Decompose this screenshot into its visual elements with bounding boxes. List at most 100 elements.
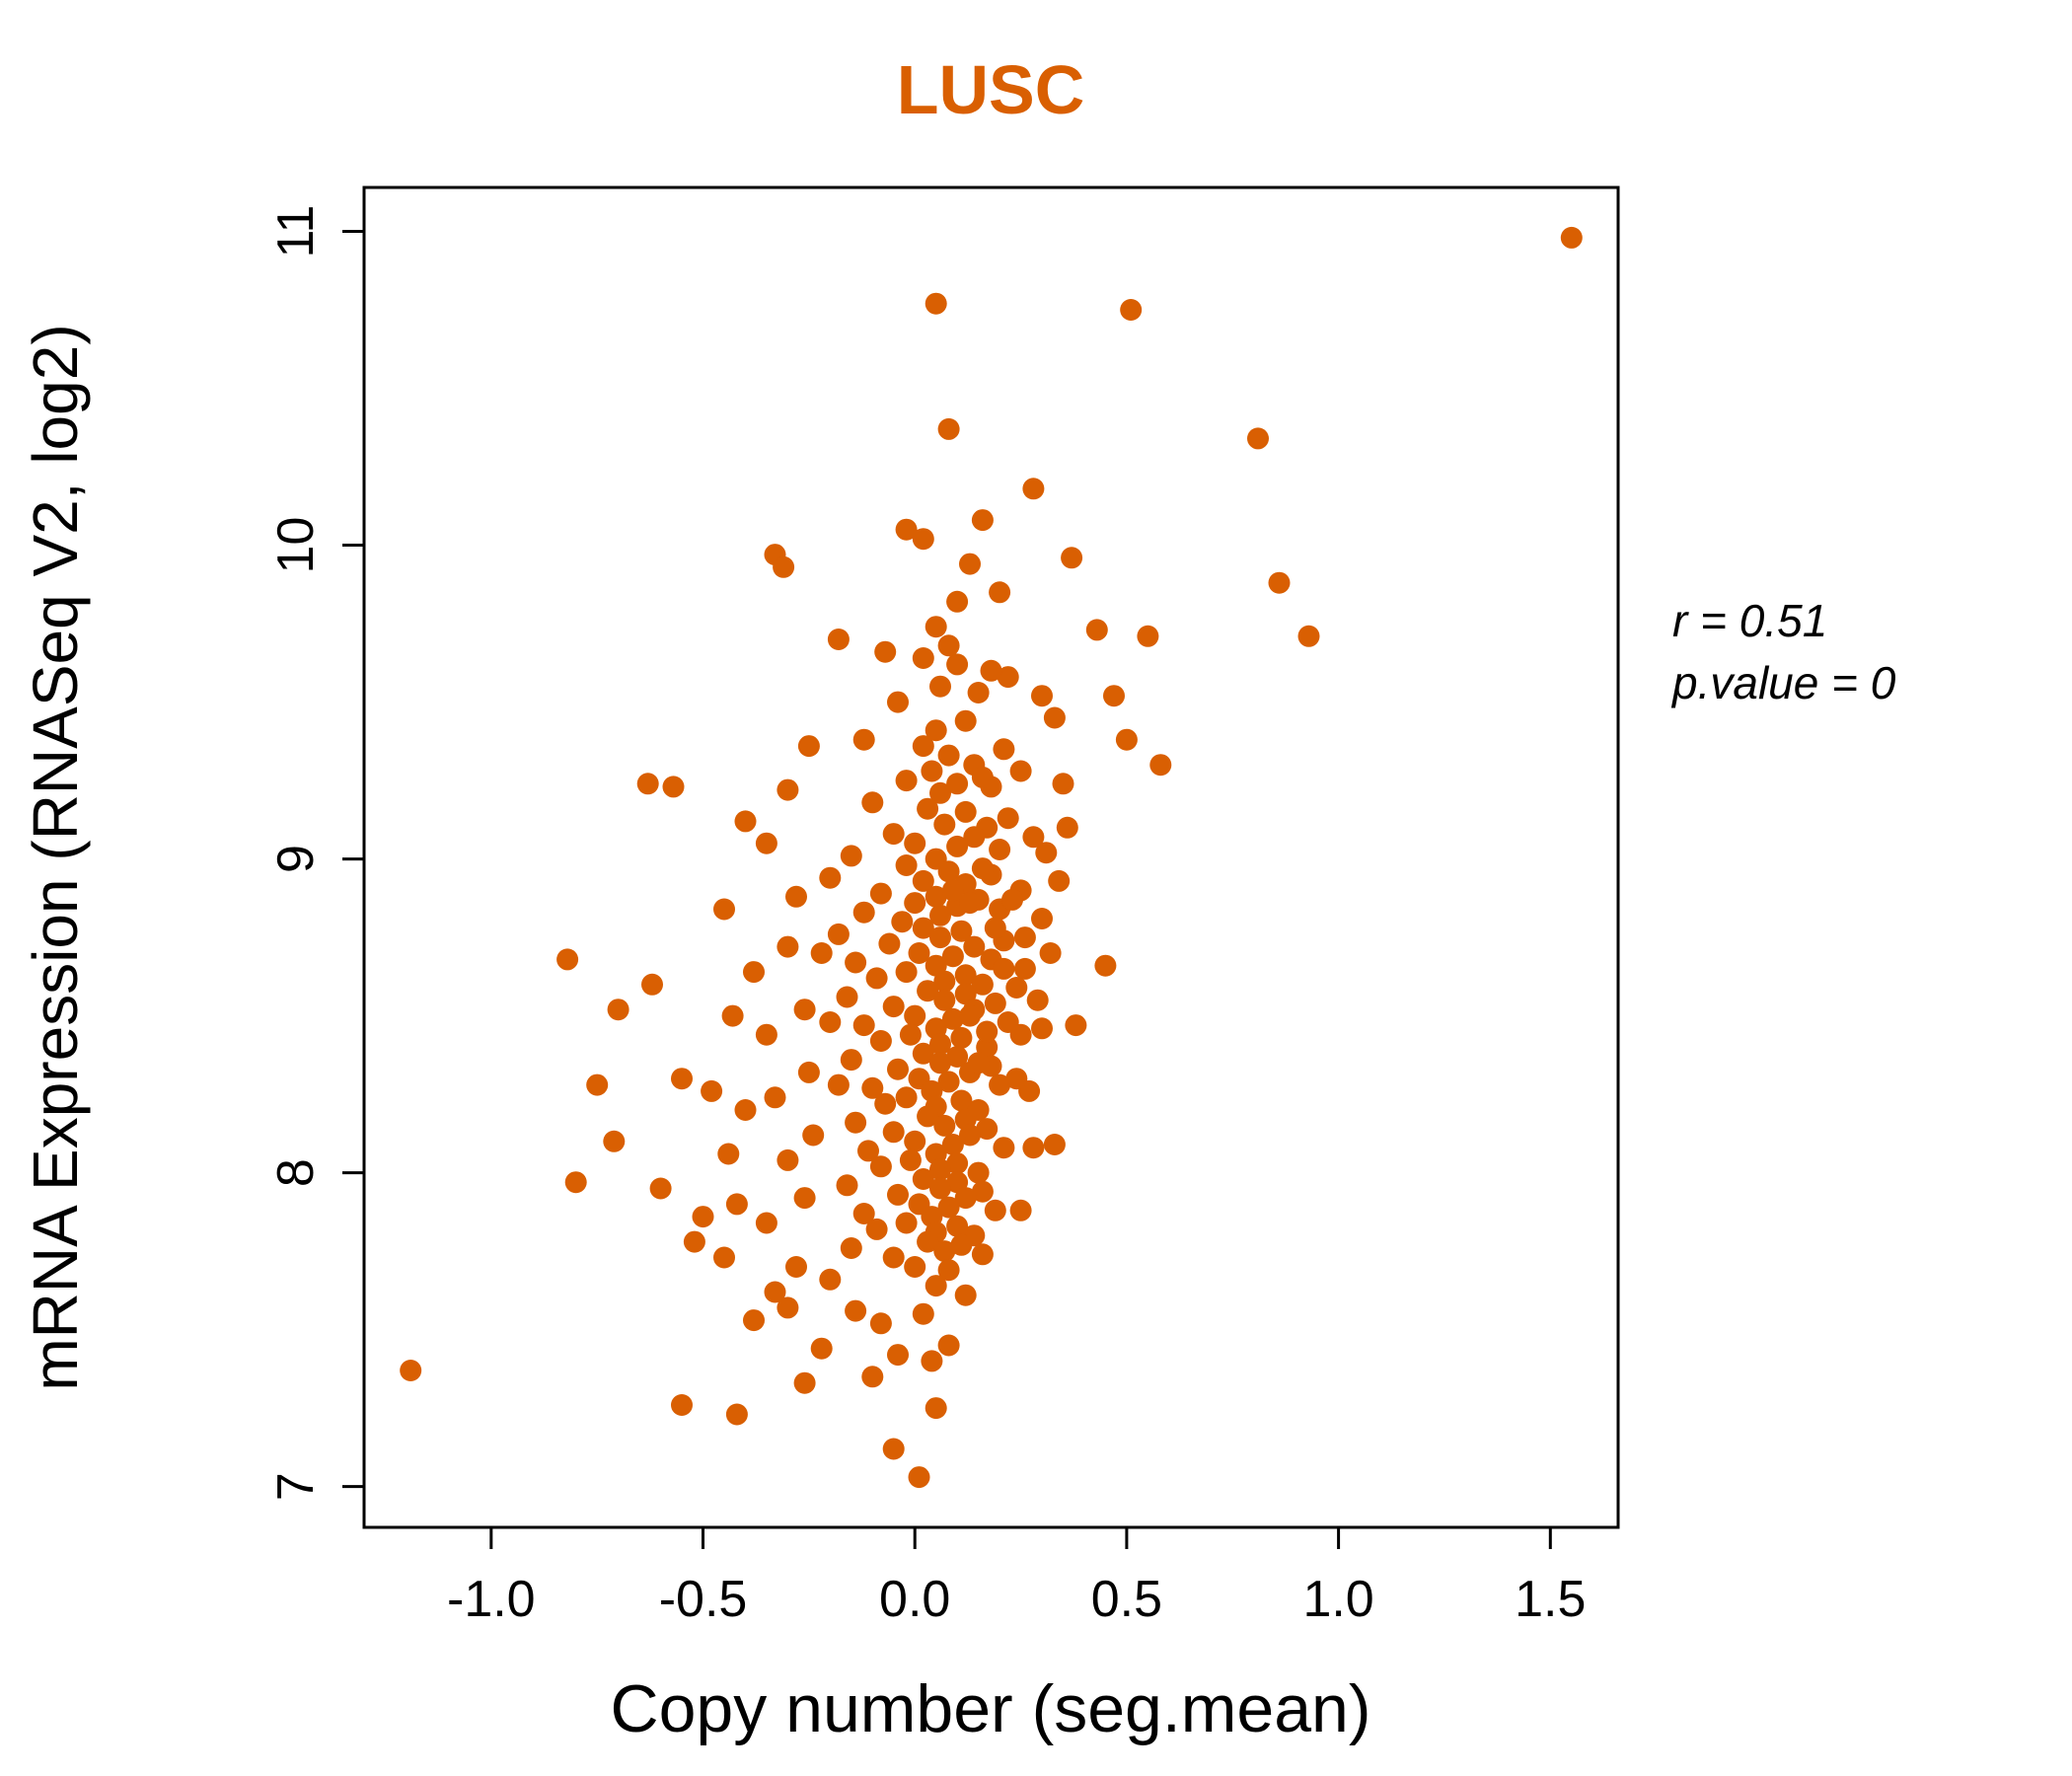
data-point [764, 1281, 786, 1303]
data-point [852, 1014, 875, 1037]
data-point [845, 951, 867, 974]
data-point [845, 1299, 867, 1322]
data-point [954, 1187, 977, 1210]
data-point [917, 1230, 939, 1253]
data-point [912, 1302, 934, 1325]
data-point [971, 509, 994, 532]
data-point [908, 942, 930, 964]
chart-title: LUSC [897, 51, 1085, 128]
data-point [929, 1033, 951, 1056]
data-point [793, 1371, 816, 1394]
data-point [764, 1086, 786, 1109]
data-point [777, 935, 799, 958]
data-point [701, 1079, 723, 1102]
y-tick-label: 8 [267, 1158, 325, 1187]
data-point [717, 1143, 740, 1165]
data-point [564, 1171, 587, 1194]
data-point [777, 778, 799, 801]
data-point [941, 945, 964, 968]
data-point [946, 773, 969, 795]
data-point [819, 1011, 842, 1033]
data-point [921, 1350, 943, 1372]
x-tick-label: 0.0 [879, 1571, 950, 1628]
data-point [929, 675, 951, 698]
data-point [1031, 685, 1053, 707]
data-point [959, 553, 981, 575]
data-point [925, 885, 947, 908]
data-point [921, 760, 943, 782]
data-point [671, 1068, 693, 1090]
data-point [725, 1403, 748, 1426]
data-point [950, 1026, 973, 1049]
data-point [912, 528, 934, 551]
data-point [912, 917, 934, 939]
data-point [869, 1030, 892, 1052]
data-point [959, 892, 981, 915]
pvalue-annotation-line2: p.value = 0 [1670, 657, 1896, 708]
data-point [721, 1004, 744, 1027]
data-point [1115, 728, 1138, 751]
data-point [933, 813, 956, 836]
y-axis-label: mRNA Expression (RNASeq V2, log2) [20, 324, 91, 1390]
data-point [827, 1073, 850, 1096]
data-point [899, 1148, 922, 1171]
data-point [1268, 571, 1291, 594]
data-point [989, 581, 1011, 604]
data-point [1039, 942, 1062, 964]
data-point [734, 1099, 757, 1121]
data-point [1247, 427, 1269, 450]
data-point [976, 1118, 999, 1141]
data-point [1009, 760, 1032, 782]
data-point [1005, 1068, 1028, 1090]
data-point [933, 1114, 956, 1137]
data-point [1022, 826, 1045, 849]
data-point [1005, 977, 1028, 999]
data-point [950, 1233, 973, 1256]
data-point [967, 1052, 990, 1074]
data-point [989, 1073, 1011, 1096]
data-point [929, 781, 951, 804]
data-point [937, 1196, 960, 1219]
data-point [1035, 842, 1058, 864]
data-point [869, 1312, 892, 1335]
data-point [777, 1296, 799, 1319]
data-point [793, 1187, 816, 1210]
x-axis-label: Copy number (seg.mean) [610, 1671, 1370, 1746]
data-point [874, 1092, 897, 1115]
y-tick-label: 9 [267, 845, 325, 873]
data-point [895, 770, 918, 792]
data-point [917, 1105, 939, 1128]
data-point [929, 1052, 951, 1074]
data-point [743, 961, 765, 984]
axis-tick-labels: -1.0 -0.5 0.0 0.5 1.0 1.5 7 8 9 10 11 [267, 205, 1586, 1628]
data-point [683, 1230, 705, 1253]
data-point [993, 957, 1015, 980]
data-point [852, 901, 875, 924]
data-point [1094, 954, 1117, 977]
data-point [1043, 1134, 1066, 1155]
data-point [950, 920, 973, 942]
data-point [937, 1334, 960, 1357]
data-point [713, 1246, 735, 1269]
data-point [895, 1212, 918, 1234]
data-point [937, 860, 960, 883]
data-point [997, 807, 1019, 830]
data-point [785, 1256, 807, 1278]
data-point [912, 869, 934, 892]
data-point [1009, 1023, 1032, 1046]
data-point [861, 791, 884, 814]
data-point [971, 857, 994, 880]
data-point [993, 738, 1015, 761]
data-point [793, 999, 816, 1021]
data-point [941, 879, 964, 902]
data-point [959, 1004, 981, 1027]
data-point [882, 996, 905, 1018]
data-point [777, 1148, 799, 1171]
x-tick-label: -1.0 [447, 1571, 536, 1628]
data-point [925, 1397, 947, 1420]
data-point [869, 882, 892, 905]
data-point [1061, 547, 1083, 569]
data-point [649, 1177, 672, 1200]
